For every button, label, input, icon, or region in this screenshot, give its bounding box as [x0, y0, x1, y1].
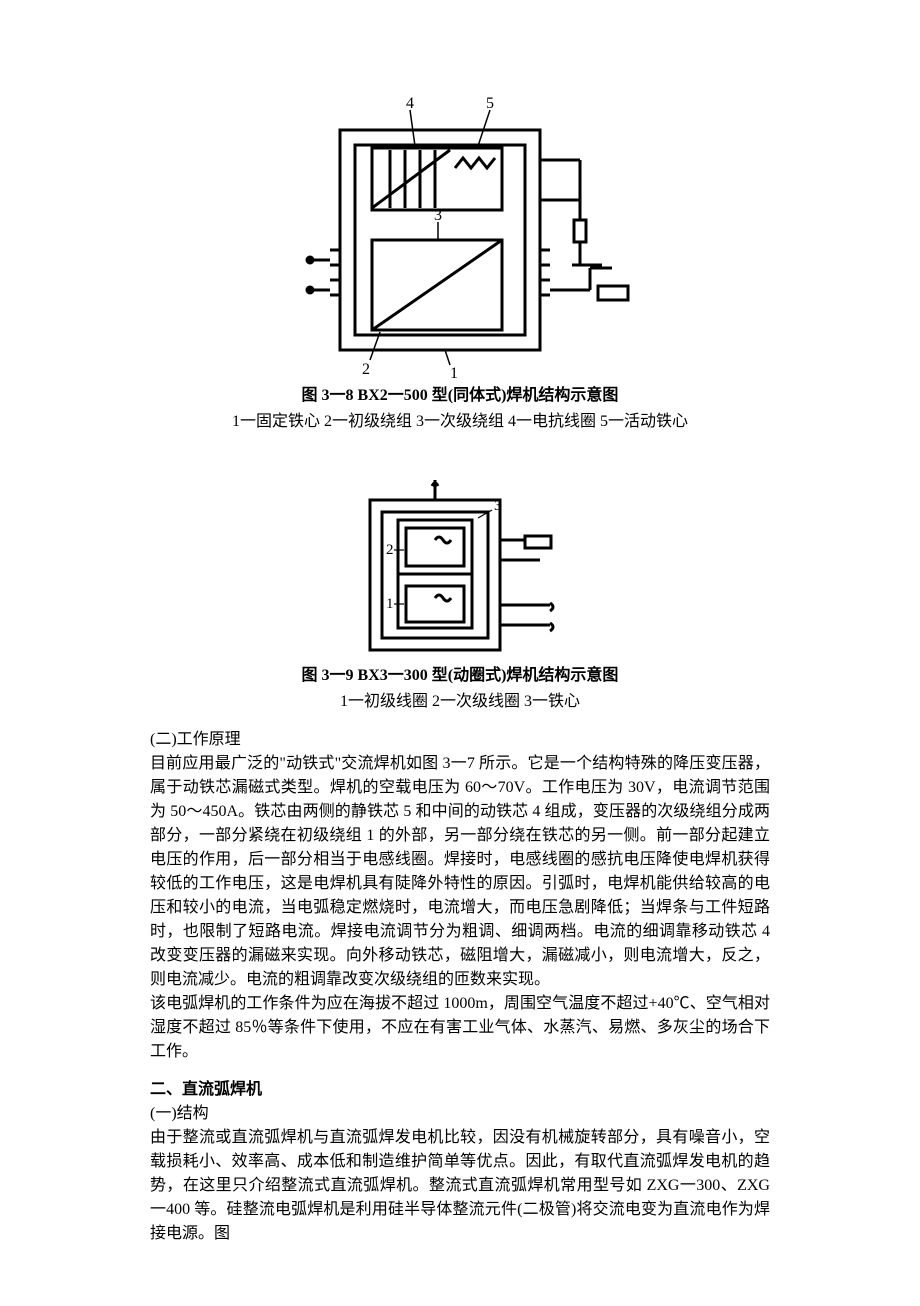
section-2-heading: 二、直流弧焊机: [150, 1078, 770, 1102]
figure-2-caption: 图 3一9 BX3一300 型(动圈式)焊机结构示意图: [150, 664, 770, 688]
figure-1-diagram: 4 5 3 2 1: [280, 90, 640, 380]
figure-1: 4 5 3 2 1 图 3一8 BX2一500 型(同体式)焊机结构示意图 1一…: [150, 90, 770, 434]
fig1-label-4: 4: [406, 95, 414, 112]
fig1-label-5: 5: [486, 95, 494, 112]
fig1-label-2: 2: [362, 361, 370, 378]
section-1-p2: 该电弧焊机的工作条件为应在海拔不超过 1000m，周围空气温度不超过+40℃、空…: [150, 992, 770, 1064]
section-1-heading: (二)工作原理: [150, 728, 770, 752]
fig2-label-1: 1: [386, 596, 394, 612]
section-1-p1: 目前应用最广泛的"动铁式"交流焊机如图 3一7 所示。它是一个结构特殊的降压变压…: [150, 752, 770, 992]
section-dc-welder: (一)结构 由于整流或直流弧焊机与直流弧焊发电机比较，因没有机械旋转部分，具有噪…: [150, 1102, 770, 1246]
figure-2: 3 2 1 图 3一9 BX3一300 型(动圈式)焊机结构示意图 1一初级线圈…: [150, 470, 770, 714]
figure-1-caption: 图 3一8 BX2一500 型(同体式)焊机结构示意图: [150, 384, 770, 408]
fig2-label-2: 2: [386, 542, 394, 558]
figure-2-legend: 1一初级线圈 2一次级线圈 3一铁心: [150, 690, 770, 714]
fig2-label-3: 3: [494, 498, 502, 514]
figure-2-diagram: 3 2 1: [350, 470, 570, 660]
section-2-subheading: (一)结构: [150, 1102, 770, 1126]
fig1-label-3: 3: [434, 207, 442, 224]
section-2-p1: 由于整流或直流弧焊机与直流弧焊发电机比较，因没有机械旋转部分，具有噪音小，空载损…: [150, 1126, 770, 1246]
section-working-principle: (二)工作原理 目前应用最广泛的"动铁式"交流焊机如图 3一7 所示。它是一个结…: [150, 728, 770, 1064]
figure-1-legend: 1一固定铁心 2一初级绕组 3一次级绕组 4一电抗线圈 5一活动铁心: [150, 410, 770, 434]
fig1-label-1: 1: [450, 365, 458, 380]
